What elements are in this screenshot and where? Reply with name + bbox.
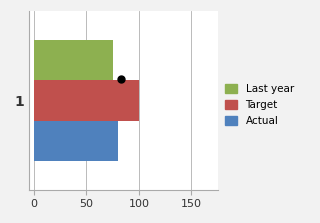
Bar [34, 39, 113, 80]
Bar [34, 121, 118, 161]
Legend: Last year, Target, Actual: Last year, Target, Actual [225, 84, 294, 126]
Bar [34, 80, 139, 121]
